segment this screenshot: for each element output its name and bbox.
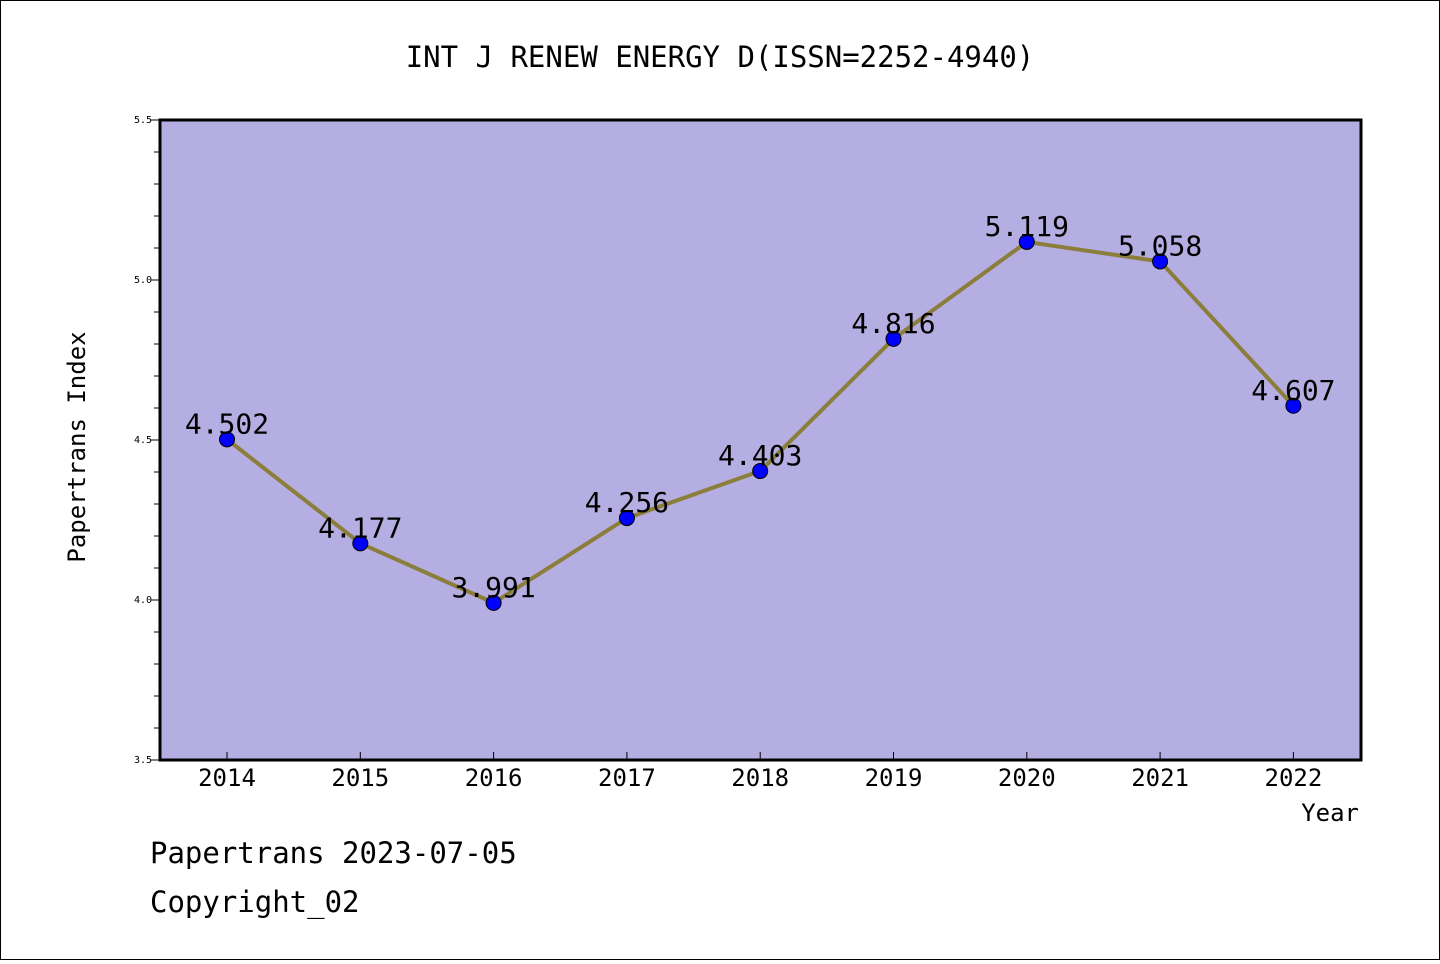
data-point <box>618 510 635 527</box>
y-tick-label: 4.0 <box>134 595 152 606</box>
x-tick-label: 2020 <box>998 764 1056 792</box>
data-point <box>1285 397 1302 414</box>
y-tick-label: 3.5 <box>134 755 152 766</box>
data-label: 4.607 <box>1251 374 1335 407</box>
data-label: 4.403 <box>718 439 802 472</box>
x-tick-label: 2018 <box>731 764 789 792</box>
footer-source: Papertrans 2023-07-05 <box>150 836 517 870</box>
plot-area <box>158 118 1363 762</box>
y-tick-label: 4.5 <box>134 435 152 446</box>
data-label: 4.177 <box>318 511 402 544</box>
data-label: 5.058 <box>1118 229 1202 262</box>
x-axis-label: Year <box>1301 799 1359 827</box>
data-label: 4.502 <box>185 407 269 440</box>
series-line-group <box>219 233 1302 611</box>
x-axis: 2014 2015 2016 2017 2018 2019 2020 2021 2022 <box>198 752 1322 792</box>
data-labels: 4.502 4.177 3.991 4.256 4.403 4.816 5.119 5.058… <box>185 210 1336 604</box>
data-label: 4.816 <box>851 307 935 340</box>
data-label: 5.119 <box>985 210 1069 243</box>
y-tick-label: 5.0 <box>134 275 152 286</box>
x-tick-label: 2015 <box>331 764 389 792</box>
y-axis-label: Papertrans Index <box>63 331 91 562</box>
x-tick-label: 2017 <box>598 764 656 792</box>
x-tick-label: 2019 <box>865 764 923 792</box>
data-point <box>485 594 502 611</box>
data-point <box>885 330 902 347</box>
data-point <box>1018 233 1035 250</box>
data-label: 4.256 <box>585 486 669 519</box>
data-point <box>752 463 769 480</box>
footer-copyright: Copyright_02 <box>150 885 360 919</box>
data-point <box>352 535 369 552</box>
x-tick-label: 2021 <box>1131 764 1189 792</box>
chart-title: INT J RENEW ENERGY D(ISSN=2252-4940) <box>406 40 1035 74</box>
y-axis: 3.5 4.0 4.5 5.0 5.5 <box>134 115 160 766</box>
data-point <box>1152 253 1169 270</box>
y-tick-label: 5.5 <box>134 115 152 126</box>
data-label: 3.991 <box>451 571 535 604</box>
x-tick-label: 2014 <box>198 764 256 792</box>
x-tick-label: 2016 <box>465 764 523 792</box>
data-point <box>219 431 235 448</box>
x-tick-label: 2022 <box>1265 764 1323 792</box>
